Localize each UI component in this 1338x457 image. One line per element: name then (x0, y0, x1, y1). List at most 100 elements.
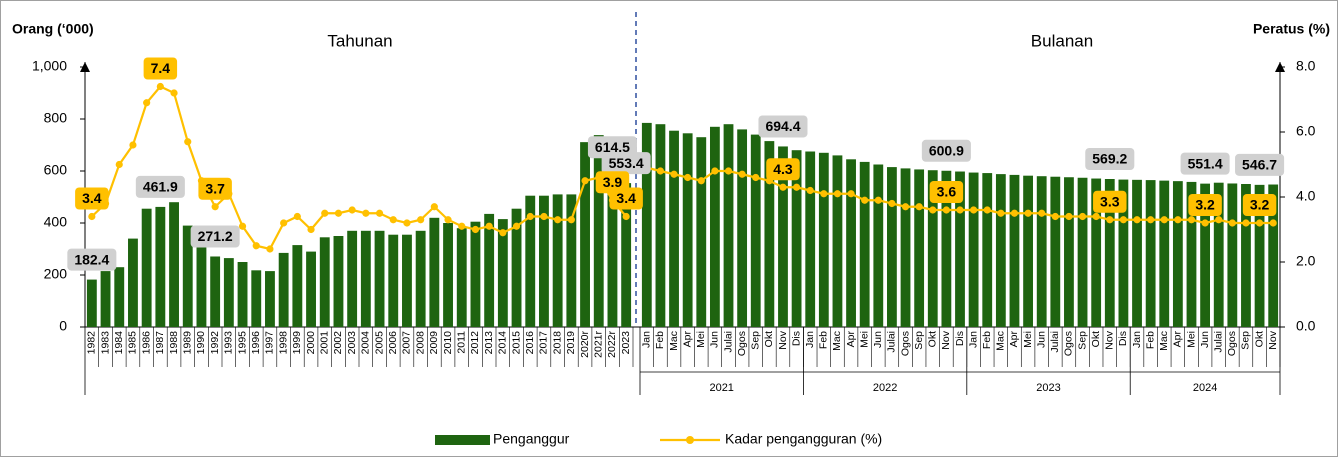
line-marker (307, 225, 315, 234)
bar (1268, 184, 1279, 327)
x-tick-label: Jun (1035, 331, 1047, 348)
bar (778, 146, 788, 327)
data-label: 182.4 (74, 251, 109, 267)
line-marker (915, 203, 923, 211)
line-marker (170, 89, 178, 97)
bar (1145, 180, 1156, 327)
line-marker (1201, 219, 1209, 227)
data-label-group: 182.4 (67, 248, 117, 271)
x-tick-label: Julai (886, 331, 898, 353)
bar (1118, 179, 1129, 327)
bar (402, 234, 412, 327)
x-tick-label: Mei (858, 331, 870, 348)
data-label: 271.2 (198, 228, 233, 244)
legend-label: Kadar pengangguran (%) (725, 431, 882, 447)
line-marker (711, 167, 719, 175)
x-tick-label: 2008 (414, 331, 426, 355)
bar (1200, 183, 1211, 327)
x-tick-label: Apr (1172, 331, 1184, 348)
x-tick-label: Mac (668, 331, 680, 351)
bar (1091, 178, 1102, 327)
data-label-box (601, 152, 651, 175)
line-marker (581, 177, 589, 185)
bar (1104, 179, 1115, 327)
bar (196, 237, 207, 327)
x-tick-label: 2009 (428, 331, 440, 355)
y-axis-title: Orang (‘000) (12, 21, 94, 37)
x-tick-label: 1989 (182, 331, 194, 355)
line-marker (526, 212, 534, 221)
data-label-group: 3.7 (198, 177, 232, 200)
data-label: 694.4 (765, 118, 800, 134)
line-marker (403, 219, 411, 227)
data-label: 3.2 (1195, 197, 1215, 213)
bar (982, 173, 993, 327)
bar (456, 228, 467, 327)
bar (360, 230, 371, 327)
bar (1254, 184, 1265, 327)
line-marker (1024, 209, 1032, 217)
line-marker (724, 167, 733, 175)
group-label: 2023 (1036, 382, 1060, 394)
line-marker (1269, 219, 1277, 227)
x-tick-label: 2013 (483, 331, 495, 355)
y2-tick-label: 8.0 (1296, 58, 1316, 74)
data-label-box (1085, 148, 1135, 171)
data-label-box (1093, 190, 1127, 213)
line-marker (1051, 212, 1059, 221)
bar (955, 171, 965, 327)
x-tick-label: 2002 (332, 331, 344, 355)
bar (429, 217, 440, 327)
data-label-box (1242, 194, 1277, 216)
x-tick-label: Mei (1022, 331, 1034, 348)
data-label: 3.7 (205, 180, 225, 196)
line-marker (1010, 209, 1019, 217)
bar (607, 167, 618, 327)
bar (968, 172, 979, 327)
bar (1172, 181, 1183, 327)
y2-tick-label: 4.0 (1296, 188, 1316, 204)
x-tick-label: Dis (954, 331, 966, 346)
data-label-group: 4.3 (766, 158, 800, 181)
y-tick-label: 1,000 (32, 58, 67, 74)
line-marker (1147, 216, 1155, 224)
line-marker (266, 245, 274, 253)
data-label-box (609, 187, 643, 210)
line-marker (833, 190, 842, 198)
line-marker (792, 183, 801, 191)
data-label-box (143, 57, 178, 80)
data-label: 4.3 (773, 161, 793, 177)
x-tick-label: 2012 (469, 331, 481, 355)
data-label: 551.4 (1188, 155, 1223, 171)
line-marker (143, 99, 151, 107)
line-marker (1255, 219, 1264, 227)
legend-swatch (435, 435, 490, 445)
x-tick-label: Nov (940, 330, 952, 349)
line-marker (684, 173, 692, 182)
line-marker (888, 199, 896, 208)
x-tick-label: 2015 (510, 331, 522, 355)
x-tick-label: 2010 (442, 331, 454, 355)
bar (306, 251, 316, 327)
bar (552, 194, 563, 327)
line-marker (334, 209, 343, 217)
data-label-box (135, 175, 185, 198)
x-tick-label: 2016 (524, 331, 536, 355)
x-tick-label: 1984 (113, 331, 125, 355)
data-label-group: 271.2 (190, 225, 240, 248)
data-label: 7.4 (151, 60, 171, 76)
bar (484, 213, 495, 327)
data-label: 546.7 (1242, 157, 1277, 173)
x-tick-label: Feb (981, 331, 993, 349)
bar (128, 238, 138, 327)
data-label: 3.3 (1100, 193, 1120, 209)
x-tick-label: Sep (750, 331, 762, 350)
x-tick-label: Ogos (736, 331, 748, 356)
x-tick-label: Julai (722, 331, 734, 353)
x-tick-label: Feb (818, 331, 830, 349)
line-marker (929, 206, 937, 214)
data-label-box (190, 225, 240, 248)
x-tick-label: 2004 (360, 331, 372, 355)
line-marker (1038, 209, 1046, 217)
y-tick-label: 0 (59, 318, 67, 334)
